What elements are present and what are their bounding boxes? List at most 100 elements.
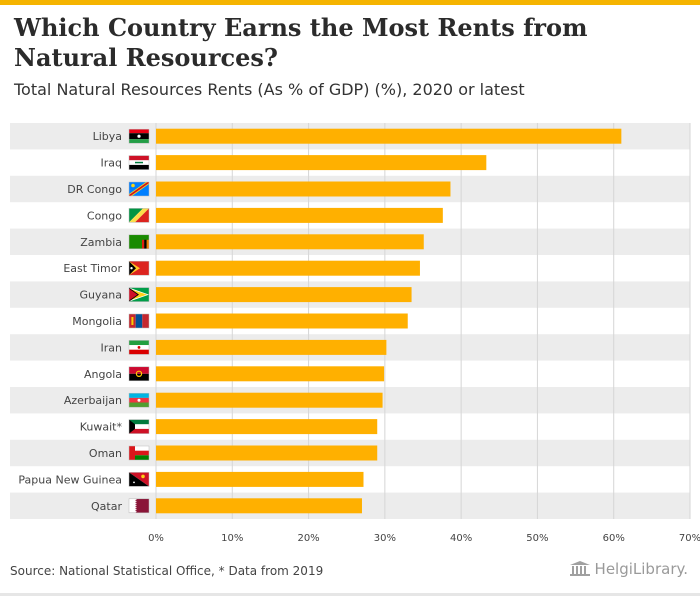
bar-guyana xyxy=(156,287,412,303)
congo-flag-icon xyxy=(128,208,150,223)
top-accent-bar xyxy=(0,0,700,5)
flag-star xyxy=(133,481,135,484)
x-tick-label: 40% xyxy=(450,533,472,544)
flag-serration xyxy=(129,498,137,513)
flag-stripe xyxy=(129,373,149,381)
category-label: Papua New Guinea xyxy=(18,473,122,486)
iraq-flag-icon xyxy=(128,155,150,170)
flag-stripe xyxy=(129,393,149,398)
category-label: East Timor xyxy=(63,262,122,275)
bar-east-timor xyxy=(156,260,420,276)
flag-stripe xyxy=(129,455,149,460)
flag-border xyxy=(128,498,150,514)
bar-zambia xyxy=(156,234,424,250)
category-label: Guyana xyxy=(80,289,122,302)
library-building-icon xyxy=(569,561,590,576)
flag-stripe xyxy=(129,419,149,425)
flag-stripe xyxy=(142,314,149,328)
flag-border xyxy=(128,366,150,382)
zambia-flag-icon xyxy=(128,234,150,250)
flag-border xyxy=(128,313,150,329)
flag-stripe xyxy=(129,428,149,434)
bar-iraq xyxy=(156,155,487,171)
qatar-flag-icon xyxy=(128,498,150,514)
flag-band xyxy=(129,208,143,223)
flag-stripe xyxy=(129,164,149,170)
category-label: Iran xyxy=(101,341,123,354)
bottom-divider xyxy=(0,593,700,596)
brand-logo[interactable]: HelgiLibrary. xyxy=(569,560,688,578)
flag-stripe xyxy=(142,239,145,249)
x-tick-label: 20% xyxy=(297,533,319,544)
flag-emblem xyxy=(131,317,134,325)
category-label: DR Congo xyxy=(67,183,122,196)
category-label: Azerbaijan xyxy=(64,394,122,407)
flag-stripe xyxy=(129,366,149,374)
category-label: Kuwait* xyxy=(80,421,123,434)
bar-angola xyxy=(156,366,385,382)
flag-bird xyxy=(141,474,145,479)
category-label: Oman xyxy=(89,447,122,460)
kuwait-flag-icon xyxy=(128,419,150,434)
bar-oman xyxy=(156,445,378,461)
flag-band xyxy=(135,208,149,223)
source-note: Source: National Statistical Office, * D… xyxy=(10,564,324,578)
category-label: Angola xyxy=(84,368,122,381)
bar-qatar xyxy=(156,498,362,514)
flag-stripe xyxy=(129,424,149,429)
azerbaijan-flag-icon xyxy=(128,392,150,408)
chart-subtitle: Total Natural Resources Rents (As % of G… xyxy=(14,80,525,99)
category-label: Qatar xyxy=(91,500,122,513)
flag-border xyxy=(128,340,150,355)
flag-stripe xyxy=(144,239,147,249)
flag-stripe xyxy=(135,314,143,328)
iran-flag-icon xyxy=(128,340,150,355)
libya-flag-icon xyxy=(128,128,150,144)
flag-emblem xyxy=(135,370,143,378)
flag-border xyxy=(128,128,150,144)
category-label: Libya xyxy=(93,130,122,143)
bar-papua-new-guinea xyxy=(156,471,364,487)
x-tick-label: 70% xyxy=(679,533,700,544)
flag-stripe xyxy=(129,446,135,460)
flag-star xyxy=(130,267,133,270)
flag-band xyxy=(129,208,149,223)
flag-stripe xyxy=(129,349,149,355)
flag-triangle xyxy=(129,288,138,301)
page-title: Which Country Earns the Most Rents from … xyxy=(14,13,588,72)
bar-iran xyxy=(156,339,387,355)
x-tick-label: 10% xyxy=(221,533,243,544)
papua-new-guinea-flag-icon xyxy=(128,472,150,487)
flag-border xyxy=(128,234,150,250)
flag-border xyxy=(128,472,150,487)
guyana-flag-icon xyxy=(128,287,150,302)
bar-mongolia xyxy=(156,313,408,329)
flag-crescent xyxy=(137,398,141,402)
bar-congo xyxy=(156,207,443,223)
angola-flag-icon xyxy=(128,366,150,382)
flag-emblem xyxy=(137,346,141,349)
flag-band xyxy=(129,182,149,196)
flag-crescent xyxy=(137,134,141,138)
flag-trapezoid xyxy=(129,419,135,434)
x-tick-label: 0% xyxy=(148,533,164,544)
x-tick-label: 30% xyxy=(374,533,396,544)
bar-dr-congo xyxy=(156,181,451,197)
x-tick-label: 60% xyxy=(603,533,625,544)
oman-flag-icon xyxy=(128,445,150,461)
flag-border xyxy=(128,445,150,461)
flag-stripe xyxy=(146,239,149,249)
bar-kuwait xyxy=(156,419,378,435)
flag-star xyxy=(131,183,135,188)
x-tick-label: 50% xyxy=(526,533,548,544)
category-label: Zambia xyxy=(80,236,122,249)
flag-border xyxy=(128,392,150,408)
east-timor-flag-icon xyxy=(128,260,150,276)
mongolia-flag-icon xyxy=(128,313,150,329)
flag-stripe xyxy=(129,340,149,346)
brand-name: HelgiLibrary. xyxy=(594,560,688,578)
flag-stripe xyxy=(129,129,149,134)
flag-border xyxy=(128,155,150,170)
category-label: Iraq xyxy=(101,157,123,170)
flag-emblem xyxy=(135,161,143,164)
